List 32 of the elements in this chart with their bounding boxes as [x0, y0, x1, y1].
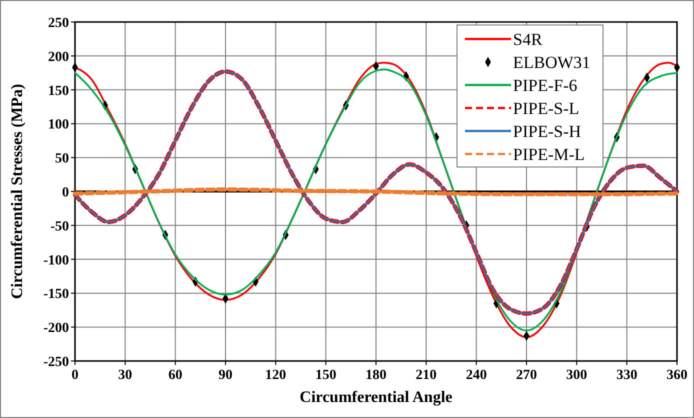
legend-label: PIPE-S-H — [513, 122, 582, 141]
y-tick-label: 100 — [48, 118, 69, 133]
x-tick-label: 180 — [366, 368, 386, 383]
y-tick-label: -150 — [43, 287, 69, 302]
legend-label: PIPE-M-L — [513, 145, 585, 164]
x-tick-label: 120 — [265, 368, 286, 383]
y-tick-label: -250 — [43, 355, 69, 370]
y-tick-label: -50 — [50, 219, 69, 234]
y-tick-label: 250 — [48, 16, 69, 31]
x-tick-label: 360 — [666, 368, 688, 383]
x-tick-label: 210 — [416, 368, 437, 383]
x-tick-label: 90 — [218, 368, 232, 383]
y-tick-label: 50 — [55, 152, 69, 167]
y-tick-label: 200 — [48, 50, 69, 65]
x-tick-label: 240 — [466, 368, 487, 383]
legend-label: ELBOW31 — [513, 53, 590, 72]
x-tick-label: 30 — [118, 368, 132, 383]
x-tick-label: 0 — [72, 368, 78, 383]
legend-label: PIPE-F-6 — [513, 76, 578, 95]
y-tick-label: -200 — [43, 321, 69, 336]
y-tick-label: 150 — [48, 84, 69, 99]
x-tick-label: 300 — [566, 368, 588, 383]
x-tick-label: 330 — [616, 368, 638, 383]
y-tick-label: 0 — [62, 186, 69, 200]
legend-label: S4R — [513, 30, 543, 49]
x-tick-label: 270 — [516, 368, 537, 383]
x-axis-title: Circumferential Angle — [300, 389, 452, 406]
y-axis-title: Circumferential Stresses (MPa) — [9, 84, 26, 300]
legend-label: PIPE-S-L — [513, 99, 580, 118]
x-tick-label: 60 — [168, 368, 182, 383]
y-tick-label: -100 — [43, 253, 69, 268]
x-tick-label: 150 — [315, 368, 336, 383]
